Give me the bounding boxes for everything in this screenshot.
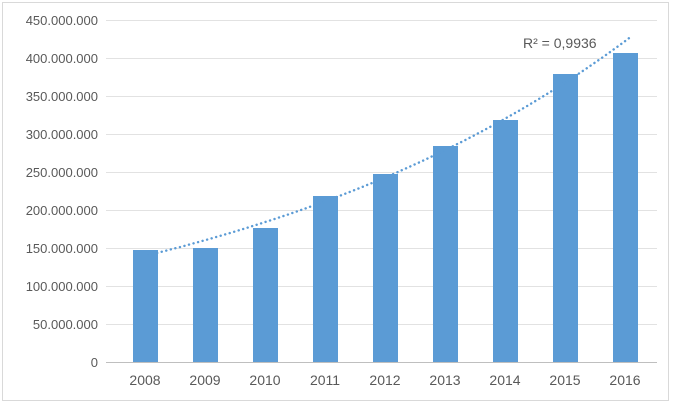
bar-2014 (493, 120, 518, 362)
x-axis-label: 2010 (249, 372, 281, 388)
y-axis-label: 100.000.000 (25, 279, 98, 294)
x-axis-label: 2011 (309, 372, 341, 388)
y-axis-label: 150.000.000 (25, 241, 98, 256)
gridline (106, 58, 657, 59)
y-axis-label: 200.000.000 (25, 203, 98, 218)
x-axis-label: 2013 (429, 372, 461, 388)
bar-2013 (433, 146, 458, 362)
x-axis-label: 2009 (189, 372, 221, 388)
y-axis-label: 450.000.000 (25, 13, 98, 28)
bar-2015 (553, 74, 578, 362)
x-axis-line (106, 362, 657, 363)
bar-2011 (313, 196, 338, 362)
x-axis-label: 2014 (489, 372, 521, 388)
y-axis-label: 300.000.000 (25, 127, 98, 142)
bar-2012 (373, 174, 398, 362)
gridline (106, 20, 657, 21)
r-squared-label: R² = 0,9936 (523, 35, 597, 51)
y-axis-label: 350.000.000 (25, 89, 98, 104)
x-axis-label: 2016 (609, 372, 641, 388)
y-axis-label: 0 (90, 355, 98, 370)
y-axis-label: 400.000.000 (25, 51, 98, 66)
bar-2010 (253, 228, 278, 362)
bar-2008 (133, 250, 158, 362)
bar-2009 (193, 248, 218, 362)
x-axis-label: 2015 (549, 372, 581, 388)
bar-2016 (613, 53, 638, 362)
x-axis-label: 2008 (129, 372, 161, 388)
x-axis-label: 2012 (369, 372, 401, 388)
y-axis-label: 50.000.000 (32, 317, 98, 332)
y-axis-label: 250.000.000 (25, 165, 98, 180)
